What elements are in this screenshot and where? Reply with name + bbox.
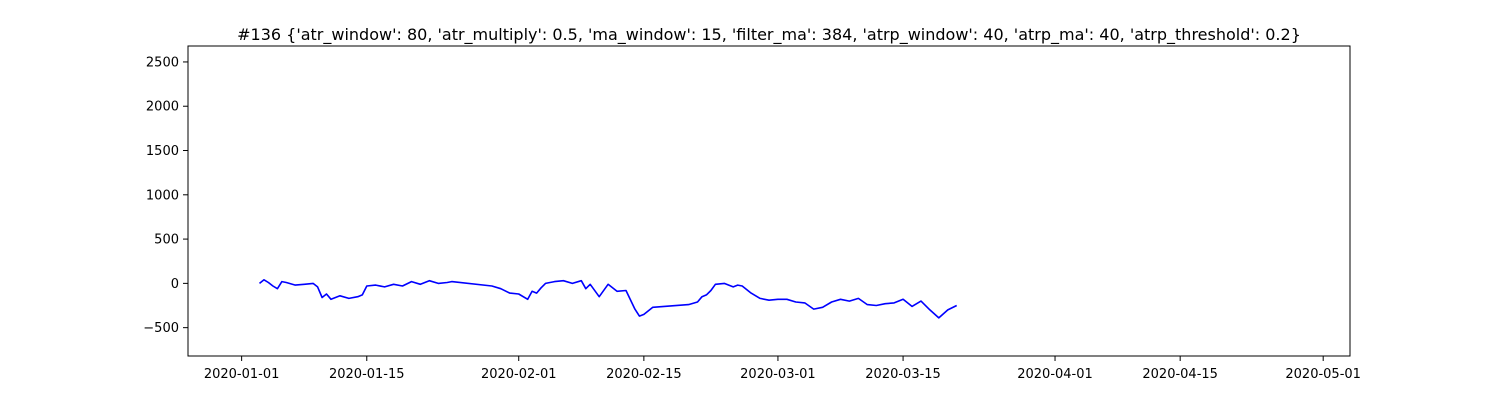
y-tick-label: 2500 [146,55,179,70]
x-tick-label: 2020-01-15 [329,367,405,382]
x-tick-label: 2020-03-15 [865,367,941,382]
x-tick-label: 2020-05-01 [1285,367,1361,382]
x-tick-label: 2020-02-15 [606,367,682,382]
y-tick-label: 2000 [146,100,179,115]
plot-frame [187,45,1351,357]
x-tick-label: 2020-03-01 [740,367,816,382]
x-tick-label: 2020-02-01 [481,367,557,382]
x-tick-label: 2020-04-01 [1017,367,1093,382]
y-tick-label: −500 [143,321,179,336]
y-tick-label: 500 [154,233,179,248]
y-tick-label: 1500 [146,144,179,159]
x-tick-label: 2020-04-15 [1142,367,1218,382]
series-line [259,278,958,319]
chart-title: #136 {'atr_window': 80, 'atr_multiply': … [237,25,1301,45]
y-tick-label: 1000 [146,188,179,203]
x-tick-label: 2020-01-01 [204,367,280,382]
axes: 2020-01-01 2020-01-15 2020-02-01 2020-02-15… [143,45,1361,382]
y-tick-label: 0 [171,277,179,292]
plot-area [259,278,958,319]
